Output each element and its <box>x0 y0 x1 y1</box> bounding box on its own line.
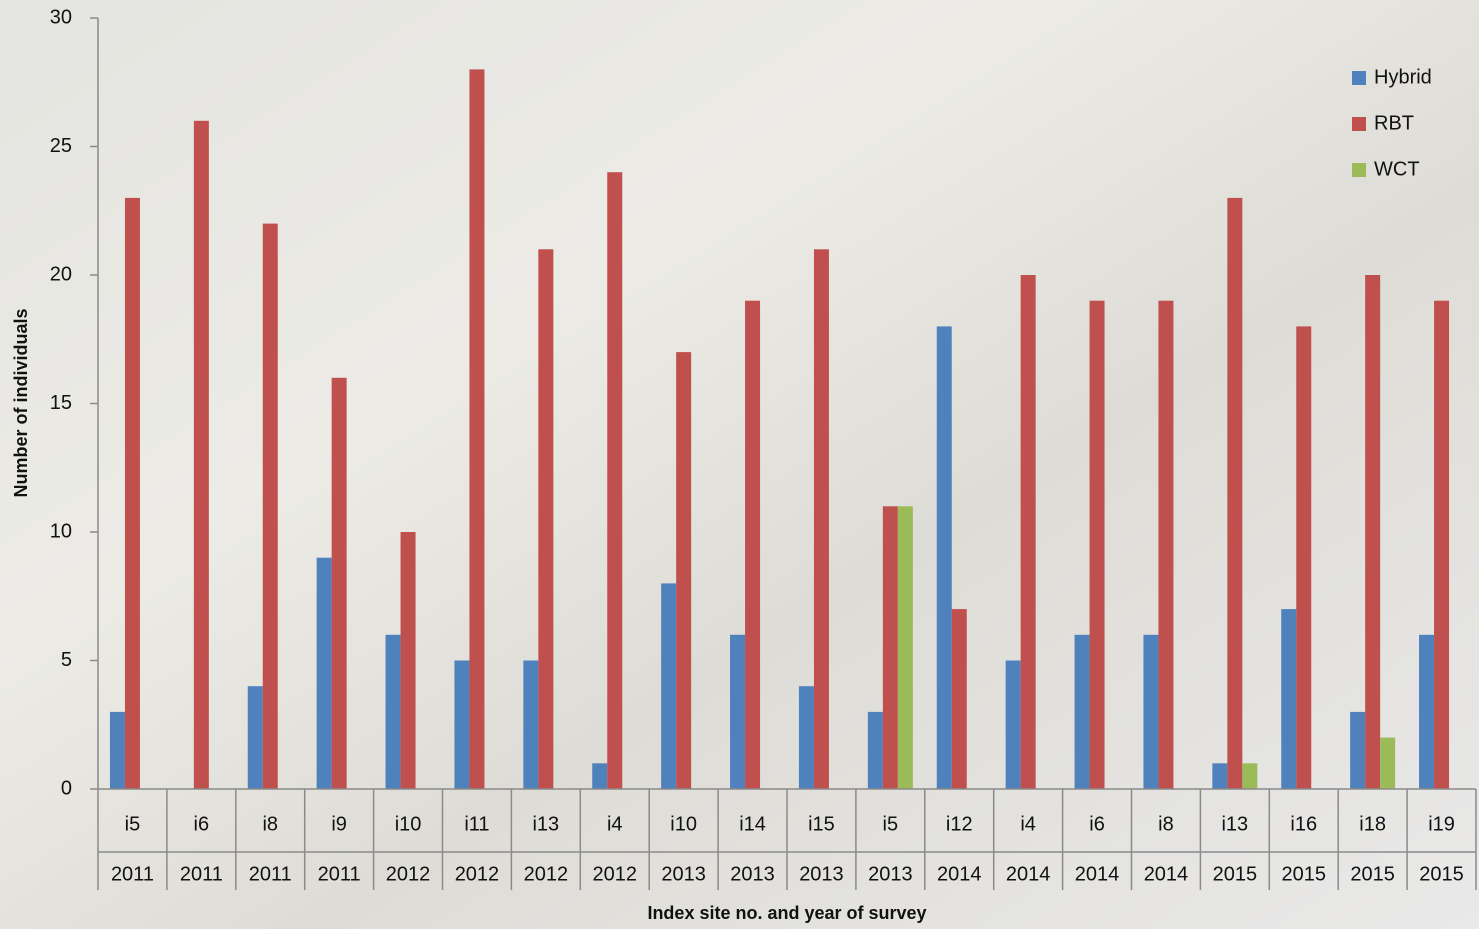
y-tick-label: 30 <box>50 6 72 28</box>
x-group-label: 2015 <box>1213 863 1258 885</box>
bar <box>331 377 347 789</box>
bar <box>951 609 967 789</box>
bar <box>109 711 125 789</box>
bar <box>1089 300 1105 789</box>
bar <box>523 660 539 789</box>
x-group-label: 2015 <box>1282 863 1327 885</box>
bar <box>882 506 898 789</box>
x-tick-label: i11 <box>464 813 489 835</box>
x-group-label: 2013 <box>661 863 706 885</box>
bar <box>1074 634 1090 789</box>
bar <box>1158 300 1174 789</box>
y-tick-label: 20 <box>50 263 72 285</box>
bar <box>1281 609 1297 789</box>
legend-swatch <box>1352 71 1366 85</box>
bar <box>1212 763 1228 789</box>
bar <box>1296 326 1312 789</box>
x-group-label: 2014 <box>937 863 982 885</box>
x-tick-label: i8 <box>1158 813 1174 835</box>
y-tick-label: 0 <box>61 777 72 799</box>
bar <box>1005 660 1021 789</box>
bar <box>454 660 470 789</box>
bar <box>262 223 278 790</box>
bar <box>1380 737 1396 789</box>
x-tick-label: i12 <box>946 813 973 835</box>
y-tick-label: 15 <box>50 392 72 414</box>
bar <box>1350 711 1366 789</box>
bar <box>867 711 883 789</box>
x-tick-label: i19 <box>1428 813 1455 835</box>
x-tick-label: i13 <box>532 813 559 835</box>
bar <box>745 300 761 789</box>
x-tick-label: i18 <box>1359 813 1386 835</box>
x-group-label: 2011 <box>249 863 292 885</box>
x-tick-label: i13 <box>1221 813 1248 835</box>
x-tick-label: i6 <box>1089 813 1105 835</box>
bar <box>385 634 401 789</box>
x-tick-label: i8 <box>262 813 278 835</box>
bar <box>1143 634 1159 789</box>
bar <box>1227 197 1243 789</box>
x-group-label: 2012 <box>386 863 431 885</box>
y-axis-title: Number of individuals <box>11 308 31 497</box>
bar <box>1365 275 1381 789</box>
x-group-label: 2011 <box>111 863 154 885</box>
legend-swatch <box>1352 163 1366 177</box>
x-group-label: 2011 <box>318 863 361 885</box>
bar <box>469 69 485 789</box>
legend-label: RBT <box>1374 112 1414 134</box>
x-tick-label: i15 <box>808 813 835 835</box>
x-group-label: 2011 <box>180 863 223 885</box>
bar <box>661 583 677 789</box>
bar <box>193 120 209 790</box>
bar <box>1419 634 1435 789</box>
x-tick-label: i4 <box>1020 813 1036 835</box>
x-group-label: 2012 <box>593 863 638 885</box>
bar <box>124 197 140 789</box>
legend-swatch <box>1352 117 1366 131</box>
bar <box>1020 275 1036 789</box>
bar <box>813 249 829 790</box>
legend-label: Hybrid <box>1374 66 1432 88</box>
x-group-label: 2014 <box>1075 863 1120 885</box>
x-group-label: 2014 <box>1144 863 1189 885</box>
x-group-label: 2015 <box>1350 863 1395 885</box>
bar <box>798 686 814 789</box>
x-group-label: 2013 <box>868 863 913 885</box>
x-tick-label: i10 <box>670 813 697 835</box>
bar <box>400 532 416 789</box>
x-group-label: 2012 <box>455 863 500 885</box>
y-tick-label: 5 <box>61 649 72 671</box>
bar <box>592 763 608 789</box>
bar <box>607 172 623 789</box>
x-group-label: 2014 <box>1006 863 1051 885</box>
bar <box>316 557 332 789</box>
bar <box>538 249 554 790</box>
x-group-label: 2015 <box>1419 863 1464 885</box>
bar <box>1242 763 1258 789</box>
bar <box>897 506 913 789</box>
x-group-label: 2013 <box>799 863 844 885</box>
x-tick-label: i9 <box>331 813 347 835</box>
x-tick-label: i6 <box>194 813 210 835</box>
x-axis-title: Index site no. and year of survey <box>647 903 926 923</box>
legend-label: WCT <box>1374 158 1420 180</box>
y-tick-label: 25 <box>50 135 72 157</box>
bar <box>730 634 746 789</box>
bar <box>936 326 952 789</box>
bar <box>1434 300 1450 789</box>
bar <box>676 352 692 789</box>
x-tick-label: i14 <box>739 813 766 835</box>
y-tick-label: 10 <box>50 520 72 542</box>
bar <box>247 686 263 789</box>
x-tick-label: i4 <box>607 813 623 835</box>
x-group-label: 2013 <box>730 863 775 885</box>
x-group-label: 2012 <box>524 863 569 885</box>
x-tick-label: i5 <box>125 813 141 835</box>
x-tick-label: i5 <box>883 813 899 835</box>
x-tick-label: i16 <box>1290 813 1317 835</box>
x-tick-label: i10 <box>395 813 422 835</box>
